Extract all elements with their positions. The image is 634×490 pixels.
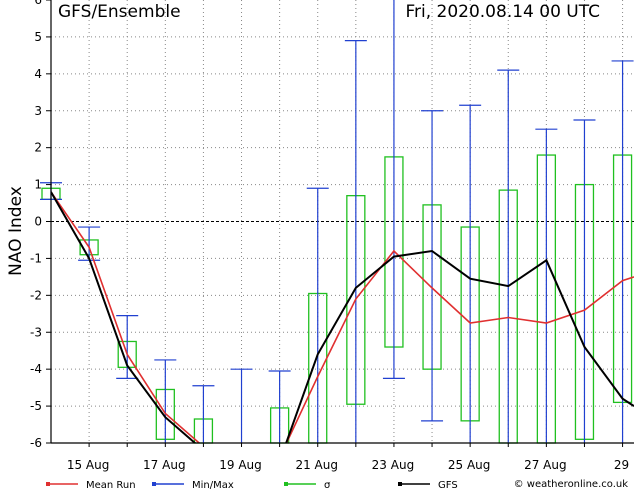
credit-text: © weatheronline.co.uk [514, 479, 629, 490]
x-tick-label: 21 Aug [295, 458, 338, 472]
chart-title: GFS/Ensemble [58, 2, 181, 22]
x-tick-label: 17 Aug [143, 458, 186, 472]
x-tick-label: 19 Aug [219, 458, 262, 472]
x-tick-label: 25 Aug [448, 458, 491, 472]
y-tick-label: -3 [30, 325, 42, 339]
x-tick-label: 15 Aug [67, 458, 110, 472]
legend-marker-mean [46, 482, 50, 486]
legend-label-mean: Mean Run [86, 480, 136, 490]
y-tick-label: 2 [34, 141, 42, 155]
y-tick-label: 6 [34, 0, 42, 7]
gfs-line [51, 191, 634, 443]
chart-timestamp: Fri, 2020.08.14 00 UTC [405, 2, 600, 22]
x-tick-label: 27 Aug [524, 458, 567, 472]
legend-marker-minmax [152, 482, 156, 486]
axes [46, 0, 634, 447]
mean-run-line [51, 191, 634, 443]
y-tick-label: 3 [34, 104, 42, 118]
tick-labels: -6 -5 -4 -3 -2 -1 0 1 2 3 4 5 6 15 Aug 17 Aug 19 Aug 21 … [30, 0, 629, 472]
x-tick-label: 23 Aug [372, 458, 415, 472]
legend-label-gfs: GFS [438, 480, 458, 490]
x-tick-label: 29 [614, 458, 629, 472]
y-tick-label: -6 [30, 436, 42, 450]
y-tick-label: -1 [30, 251, 42, 265]
y-tick-label: 4 [34, 67, 42, 81]
y-tick-label: -5 [30, 399, 42, 413]
y-tick-label: 1 [34, 178, 42, 192]
y-axis-label: NAO Index [6, 186, 26, 276]
legend-marker-gfs [398, 482, 402, 486]
y-tick-label: -4 [30, 362, 42, 376]
legend: Mean Run Min/Max σ GFS [46, 480, 458, 490]
series-lines [51, 191, 634, 443]
y-tick-label: 5 [34, 30, 42, 44]
legend-label-sigma: σ [324, 480, 331, 490]
legend-label-minmax: Min/Max [192, 480, 234, 490]
minmax-whiskers [40, 0, 634, 443]
y-tick-label: -2 [30, 288, 42, 302]
y-tick-label: 0 [34, 215, 42, 229]
legend-marker-sigma [284, 482, 288, 486]
